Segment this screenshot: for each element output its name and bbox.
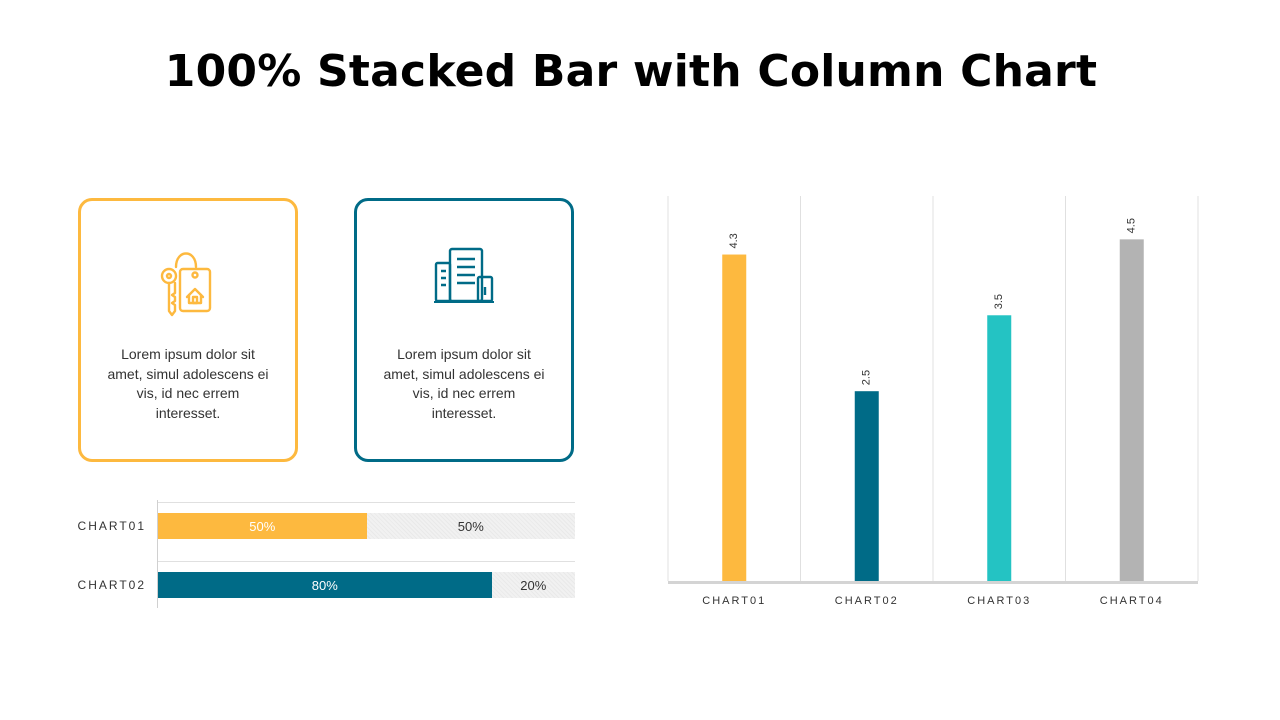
column-bar xyxy=(722,254,747,581)
column-category-label: CHART04 xyxy=(1100,595,1164,607)
stacked-bar-category-label: CHART01 xyxy=(77,519,146,533)
column-value-label: 3.5 xyxy=(993,294,1005,309)
office-buildings-icon xyxy=(433,245,495,310)
column-category-label: CHART01 xyxy=(702,595,766,607)
column-value-label: 2.5 xyxy=(861,370,873,385)
stacked-bar-segment-remainder: 50% xyxy=(366,513,575,539)
stacked-bar-segment-value: 80% xyxy=(158,572,492,598)
column-category-label: CHART03 xyxy=(967,595,1031,607)
page-title: 100% Stacked Bar with Column Chart xyxy=(164,46,1098,97)
stacked-bar-segment-value: 50% xyxy=(158,513,367,539)
stacked-bar-track: 80% 20% xyxy=(158,572,575,598)
column-category-label: CHART02 xyxy=(835,595,899,607)
gridline xyxy=(158,561,575,562)
key-with-house-tag-icon xyxy=(158,245,218,322)
stacked-bar-category-label: CHART02 xyxy=(77,578,146,592)
column-bar xyxy=(854,391,879,581)
column-value-label: 4.5 xyxy=(1126,218,1138,233)
stacked-bar-track: 50% 50% xyxy=(158,513,575,539)
info-card-2: Lorem ipsum dolor sit amet, simul adoles… xyxy=(354,198,574,462)
info-card-text: Lorem ipsum dolor sit amet, simul adoles… xyxy=(107,346,269,421)
column-bar xyxy=(987,315,1012,581)
column-bar xyxy=(1119,239,1144,581)
column-value-label: 4.3 xyxy=(728,233,740,248)
stacked-bar-row: 50% 50% xyxy=(158,502,575,548)
gridline xyxy=(158,502,575,503)
info-card-1: Lorem ipsum dolor sit amet, simul adoles… xyxy=(78,198,298,462)
x-axis-line xyxy=(668,581,1198,584)
stacked-bar-segment-remainder: 20% xyxy=(491,572,575,598)
info-card-text: Lorem ipsum dolor sit amet, simul adoles… xyxy=(383,346,545,421)
stacked-bar-row: 80% 20% xyxy=(158,561,575,607)
stacked-bar-axis xyxy=(157,500,158,608)
